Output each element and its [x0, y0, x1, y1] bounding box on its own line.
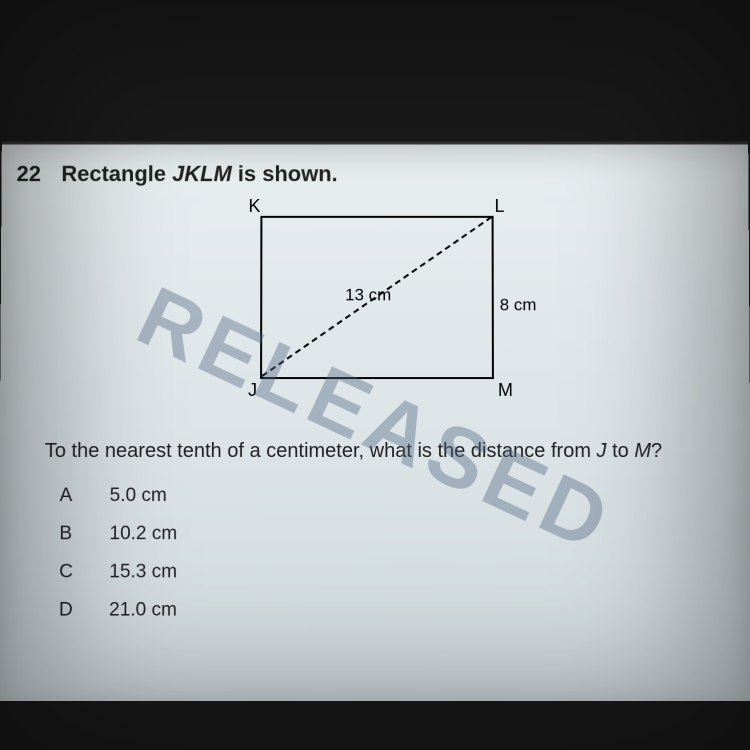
option-letter: C: [59, 561, 79, 583]
option-value: 10.2 cm: [109, 523, 177, 545]
vertex-label-j: J: [248, 380, 257, 401]
option-letter: D: [59, 599, 79, 621]
page-border: [2, 142, 748, 145]
option-d[interactable]: D 21.0 cm: [59, 599, 177, 621]
qtext-suffix: ?: [651, 440, 662, 462]
var-j: J: [596, 440, 606, 462]
title-prefix: Rectangle: [61, 161, 172, 186]
answer-options: A 5.0 cm B 10.2 cm C 15.3 cm D 21.0 cm: [59, 485, 178, 638]
title-suffix: is shown.: [232, 161, 338, 186]
option-letter: B: [59, 523, 79, 545]
diagonal-dimension: 13 cm: [345, 285, 391, 305]
var-m: M: [634, 440, 651, 462]
diagram: K L J M 13 cm 8 cm: [240, 196, 540, 395]
option-c[interactable]: C 15.3 cm: [59, 561, 177, 583]
vertex-label-k: K: [248, 196, 260, 217]
question-text: To the nearest tenth of a centimeter, wh…: [45, 440, 662, 463]
exam-page: 22 Rectangle JKLM is shown. K L J M 13 c…: [0, 142, 750, 702]
rectangle-name: JKLM: [172, 161, 232, 186]
qtext-prefix: To the nearest tenth of a centimeter, wh…: [45, 440, 597, 462]
option-value: 21.0 cm: [109, 599, 177, 621]
vertex-label-l: L: [495, 196, 505, 217]
option-b[interactable]: B 10.2 cm: [59, 523, 177, 545]
side-dimension: 8 cm: [500, 295, 537, 315]
option-value: 15.3 cm: [109, 561, 177, 583]
option-letter: A: [60, 485, 80, 507]
question-number: 22: [16, 161, 41, 187]
vertex-label-m: M: [498, 380, 513, 401]
option-a[interactable]: A 5.0 cm: [60, 485, 178, 507]
option-value: 5.0 cm: [110, 485, 167, 507]
question-title: Rectangle JKLM is shown.: [61, 161, 337, 187]
qtext-mid: to: [606, 440, 634, 462]
